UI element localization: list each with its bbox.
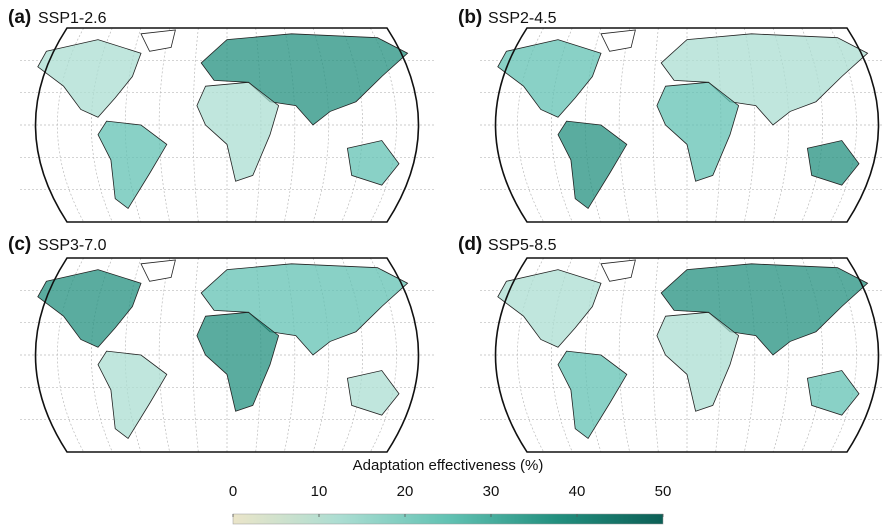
panel-letter: (c) [8,234,31,255]
land [557,350,628,440]
map-panel: (b) SSP2-4.5 [458,7,883,223]
land [140,259,176,282]
panel-scenario: SSP5-8.5 [488,237,557,254]
panel-scenario: SSP3-7.0 [38,237,107,254]
colorbar-tick-label: 10 [311,483,328,500]
land [497,269,602,348]
colorbar-tick-label: 50 [655,483,672,500]
land [140,29,176,52]
land [37,39,142,118]
land [656,81,740,182]
colorbar-tick-label: 0 [229,483,237,500]
map-panel: (d) SSP5-8.5 [458,234,883,453]
land [346,140,400,186]
panel-letter: (a) [8,7,31,28]
panel-letter: (b) [458,7,482,28]
land [37,269,142,348]
land [196,311,280,412]
colorbar-label: Adaptation effectiveness (%) [353,457,544,474]
graticule [57,27,84,223]
land [557,120,628,210]
map-outline [494,27,880,223]
land [600,29,636,52]
land [806,140,860,186]
graticule [192,27,199,223]
panel-letter: (d) [458,234,482,255]
graticule [652,257,659,453]
graticule [517,27,544,223]
land [656,311,740,412]
colorbar [232,513,664,525]
map-outline [494,257,880,453]
graticule [57,257,84,453]
land [97,120,168,210]
graticule [517,257,544,453]
map-outline [34,257,420,453]
graticule [158,27,171,223]
land [806,370,860,416]
land [600,259,636,282]
graticule [370,257,397,453]
map-panel: (c) SSP3-7.0 [8,234,434,453]
land [97,350,168,440]
land [196,81,280,182]
graticule [652,27,659,223]
map-panel: (a) SSP1-2.6 [8,7,434,223]
map-outline [34,27,420,223]
graticule [192,257,199,453]
graticule [618,257,631,453]
graticule [830,27,857,223]
graticule [158,257,171,453]
graticule [370,27,397,223]
graticule [618,27,631,223]
graticule [830,257,857,453]
land [346,370,400,416]
panel-scenario: SSP2-4.5 [488,10,557,27]
colorbar-tick-label: 30 [483,483,500,500]
colorbar-tick-label: 20 [397,483,414,500]
colorbar-tick-label: 40 [569,483,586,500]
panel-scenario: SSP1-2.6 [38,10,107,27]
land [497,39,602,118]
